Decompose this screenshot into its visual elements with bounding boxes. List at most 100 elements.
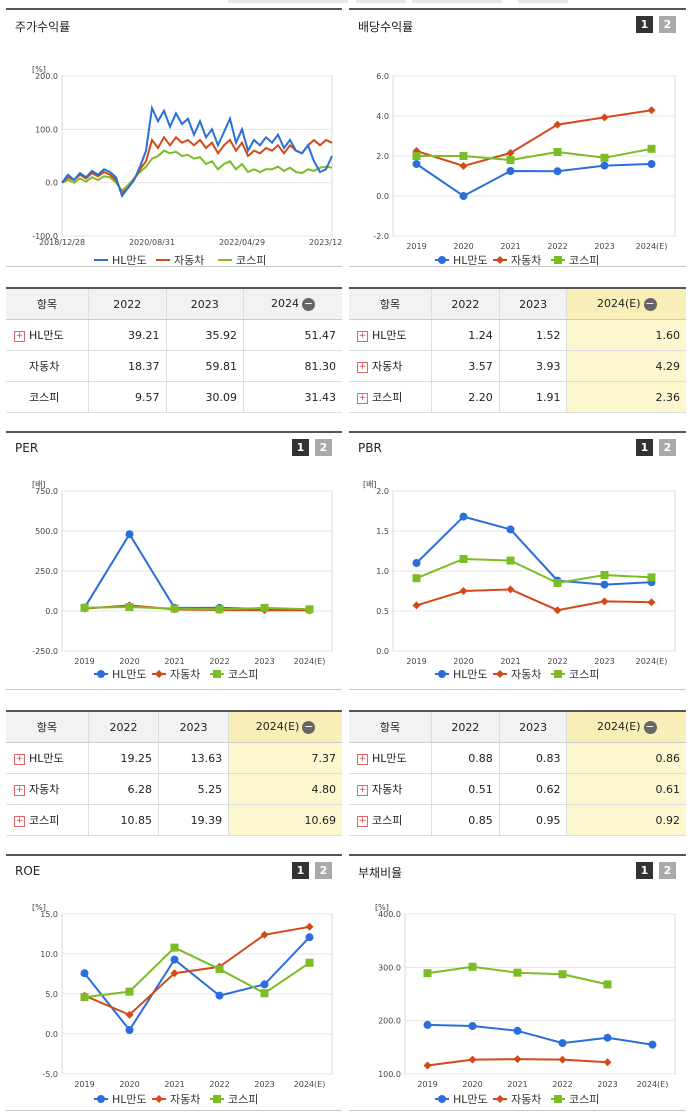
collapse-icon[interactable]: −	[643, 296, 657, 311]
legend-marker	[554, 1095, 562, 1103]
plot-area	[404, 913, 676, 1075]
column-header: 항목	[6, 710, 89, 743]
page-2-button[interactable]: 2	[659, 16, 676, 33]
legend-label: 자동차	[511, 254, 541, 267]
table-cell: 10.69	[228, 804, 342, 836]
x-tick-label: 2024(E)	[294, 657, 326, 666]
row-label[interactable]: + HL만도	[349, 742, 432, 774]
table-row: + HL만도 0.88 0.83 0.86	[349, 742, 686, 774]
top-tab-remnant	[412, 0, 502, 3]
column-header[interactable]: 2024(E) −	[566, 710, 686, 743]
series-line	[416, 557, 652, 585]
table-cell: 1.52	[498, 319, 567, 351]
y-unit-label: [배]	[363, 480, 377, 489]
table-row: + 자동차 6.28 5.25 4.80	[6, 773, 342, 805]
table-cell: 0.83	[498, 742, 567, 774]
collapse-icon[interactable]: −	[302, 719, 316, 734]
data-point	[553, 148, 562, 156]
data-point	[506, 167, 515, 175]
page-2-button[interactable]: 2	[659, 439, 676, 456]
expand-icon[interactable]: +	[357, 753, 368, 765]
column-header: 2022	[431, 287, 500, 320]
page-1-button[interactable]: 1	[636, 862, 653, 879]
data-point	[648, 1040, 657, 1049]
expand-icon[interactable]: +	[14, 784, 25, 796]
y-tick-label: 0.5	[376, 607, 389, 616]
row-label[interactable]: 자동차	[6, 350, 89, 382]
x-tick-label: 2018/12/28	[39, 238, 85, 247]
expand-icon[interactable]: +	[357, 330, 368, 342]
y-tick-label: 0.0	[45, 607, 58, 616]
expand-icon[interactable]: +	[357, 392, 368, 404]
row-label[interactable]: + HL만도	[349, 319, 432, 351]
series-line	[61, 135, 333, 195]
data-point	[558, 1039, 567, 1048]
table-header-row: 항목 2022 2023 2024(E) −	[349, 710, 686, 743]
data-point	[170, 943, 179, 952]
y-tick-label: 0.0	[45, 1030, 58, 1039]
x-tick-label: 2021	[164, 657, 184, 666]
data-point	[468, 1022, 477, 1030]
data-point	[80, 603, 89, 612]
column-header: 2023	[498, 287, 567, 320]
collapse-icon[interactable]: −	[643, 719, 657, 734]
collapse-icon[interactable]: −	[302, 296, 316, 311]
panel-title: PBR	[358, 441, 382, 455]
page-1-button[interactable]: 1	[636, 439, 653, 456]
table-cell: 5.25	[158, 773, 229, 805]
data-point	[459, 587, 468, 595]
column-header: 항목	[349, 287, 432, 320]
y-tick-label: 0.0	[45, 179, 58, 188]
series-line	[427, 1023, 653, 1046]
row-label[interactable]: + 자동차	[349, 773, 432, 805]
page-2-button[interactable]: 2	[315, 862, 332, 879]
page-2-button[interactable]: 2	[315, 439, 332, 456]
expand-icon[interactable]: +	[14, 330, 25, 342]
row-label[interactable]: + HL만도	[6, 319, 89, 351]
data-point	[260, 603, 269, 612]
legend-marker	[496, 256, 504, 264]
data-point	[260, 980, 269, 989]
table-row: + 자동차 0.51 0.62 0.61	[349, 773, 686, 805]
page-1-button[interactable]: 1	[636, 16, 653, 33]
x-tick-label: 2020	[119, 1080, 139, 1089]
page-1-button[interactable]: 1	[292, 439, 309, 456]
column-header[interactable]: 2024−	[243, 287, 342, 320]
table-cell: 0.95	[498, 804, 567, 836]
column-header[interactable]: 2024(E) −	[228, 710, 342, 743]
legend-label: 코스피	[569, 1093, 599, 1106]
row-label[interactable]: 코스피	[6, 381, 89, 413]
expand-icon[interactable]: +	[14, 753, 25, 765]
x-tick-label: 2020	[462, 1080, 482, 1089]
row-label[interactable]: + 코스피	[349, 381, 432, 413]
data-point	[647, 144, 656, 153]
table-row: 자동차 18.37 59.81 81.30	[6, 350, 342, 382]
legend-label: 코스피	[569, 254, 599, 267]
y-tick-label: 400.0	[378, 910, 401, 919]
expand-icon[interactable]: +	[357, 361, 368, 373]
series-line	[415, 515, 652, 586]
expand-icon[interactable]: +	[14, 815, 25, 827]
expand-icon[interactable]: +	[357, 815, 368, 827]
table-cell: 0.88	[431, 742, 500, 774]
page-1-button[interactable]: 1	[292, 862, 309, 879]
table-cell: 35.92	[165, 319, 244, 351]
top-tab-remnant	[228, 0, 348, 3]
table-cell: 19.25	[87, 742, 159, 774]
row-label[interactable]: + HL만도	[6, 742, 89, 774]
row-label[interactable]: + 코스피	[349, 804, 432, 836]
legend-label: HL만도	[453, 668, 488, 681]
row-label[interactable]: + 자동차	[349, 350, 432, 382]
legend-label: HL만도	[112, 668, 147, 681]
row-label[interactable]: + 코스피	[6, 804, 89, 836]
table-row: + 코스피 2.20 1.91 2.36	[349, 381, 686, 413]
legend-marker	[438, 670, 446, 678]
table-header-row: 항목 2022 2023 2024(E) −	[349, 287, 686, 320]
column-header[interactable]: 2024(E) −	[566, 287, 686, 320]
row-label[interactable]: + 자동차	[6, 773, 89, 805]
x-tick-label: 2022	[552, 1080, 572, 1089]
page-2-button[interactable]: 2	[659, 862, 676, 879]
expand-icon[interactable]: +	[357, 784, 368, 796]
